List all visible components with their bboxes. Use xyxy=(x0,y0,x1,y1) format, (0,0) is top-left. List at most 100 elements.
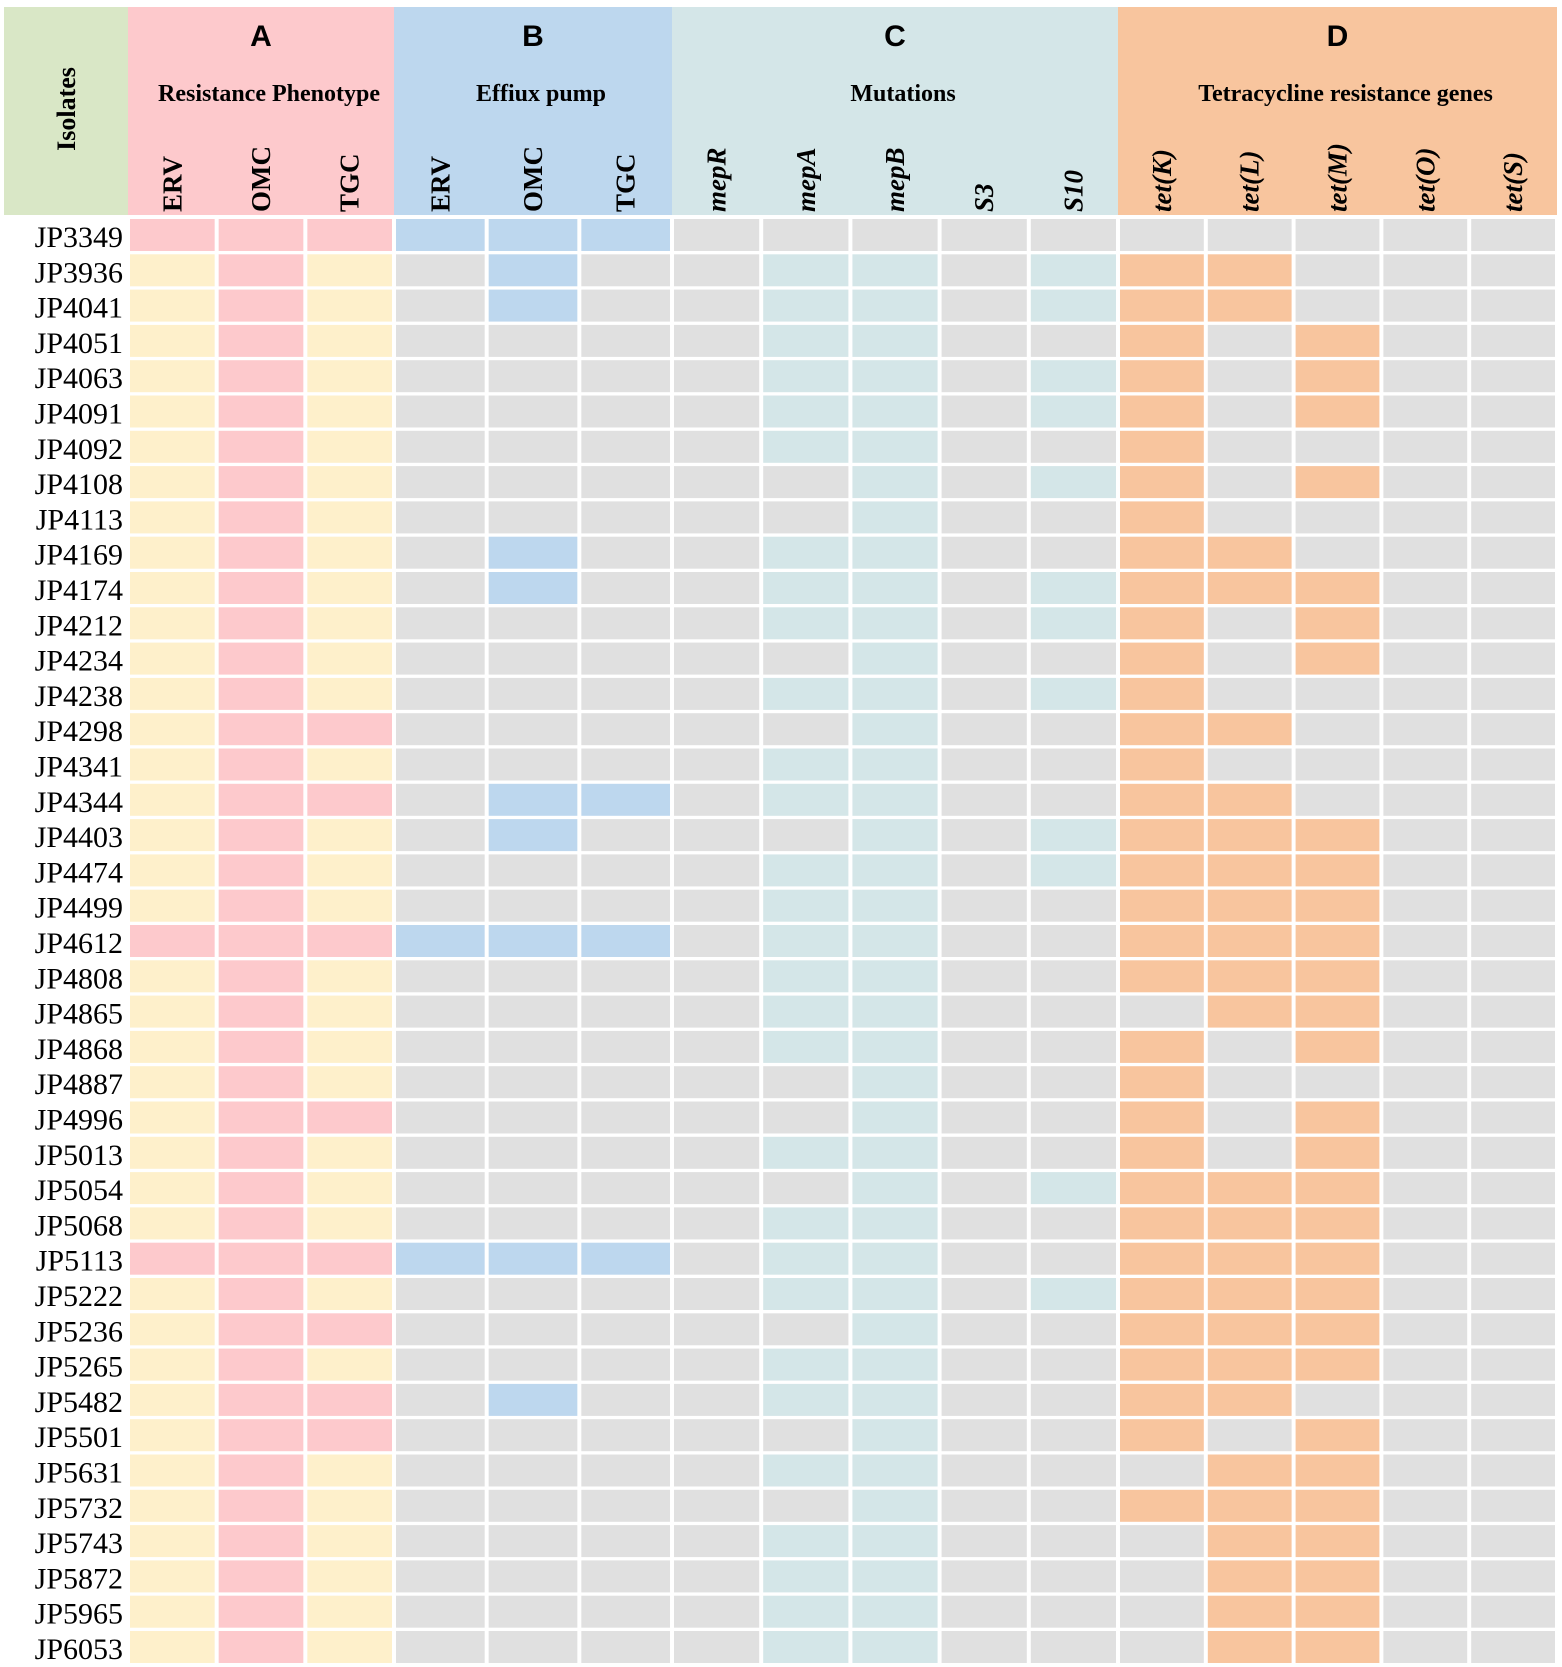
cell-jp3349-a-erv xyxy=(130,219,215,251)
row-label-jp4108: JP4108 xyxy=(35,468,123,501)
cell-jp5222-b-omc xyxy=(488,1278,578,1310)
cell-jp5743-c-mepa xyxy=(763,1525,849,1558)
cell-jp5482-a-tgc xyxy=(307,1383,392,1416)
cell-jp4868-c-mepa xyxy=(763,1030,849,1063)
cell-jp4212-c-s10 xyxy=(1030,607,1116,640)
cell-jp4996-d-tet-l xyxy=(1207,1101,1292,1134)
cell-jp5113-d-tet-l xyxy=(1207,1242,1292,1275)
cell-jp4344-d-tet-o xyxy=(1383,783,1468,816)
cell-jp4868-b-omc xyxy=(488,1030,578,1063)
cell-jp4344-b-erv xyxy=(396,783,485,816)
cell-jp4174-c-mepb xyxy=(852,572,938,604)
cell-jp4041-b-tgc xyxy=(581,289,670,322)
cell-jp4474-c-s3 xyxy=(941,854,1027,887)
cell-jp4113-a-erv xyxy=(130,501,215,534)
cell-jp5113-c-mepr xyxy=(674,1242,760,1275)
cell-jp5743-d-tet-l xyxy=(1207,1525,1292,1558)
cell-jp5732-c-mepr xyxy=(674,1489,760,1522)
cell-jp4808-b-tgc xyxy=(581,960,670,993)
cell-jp4868-c-s3 xyxy=(941,1030,1027,1063)
cell-jp5054-c-mepa xyxy=(763,1172,849,1205)
cell-jp4238-d-tet-l xyxy=(1207,677,1292,710)
cell-jp4041-c-s10 xyxy=(1030,289,1116,322)
cell-jp4091-c-mepa xyxy=(763,395,849,428)
cell-jp5113-d-tet-s xyxy=(1471,1242,1555,1275)
cell-jp5222-c-s10 xyxy=(1030,1278,1116,1310)
cell-jp4212-c-mepa xyxy=(763,607,849,640)
cell-jp5501-c-mepb xyxy=(852,1419,938,1452)
cell-jp5732-d-tet-s xyxy=(1471,1489,1555,1522)
cell-jp5732-a-erv xyxy=(130,1489,215,1522)
cell-jp4108-a-tgc xyxy=(307,466,392,499)
cell-jp4108-b-omc xyxy=(488,466,578,499)
cell-jp4091-c-s3 xyxy=(941,395,1027,428)
group-c-letter: C xyxy=(884,20,906,53)
cell-jp6053-d-tet-o xyxy=(1383,1631,1468,1663)
cell-jp5501-d-tet-k xyxy=(1120,1419,1204,1452)
cell-jp4865-c-s10 xyxy=(1030,995,1116,1028)
cell-jp4403-b-tgc xyxy=(581,819,670,852)
row-label-jp4041: JP4041 xyxy=(35,292,123,325)
cell-jp4996-d-tet-m xyxy=(1295,1101,1380,1134)
cell-jp4169-a-omc xyxy=(218,536,304,569)
cell-jp3349-d-tet-s xyxy=(1471,219,1555,251)
cell-jp5872-b-erv xyxy=(396,1560,485,1593)
cell-jp5068-c-mepb xyxy=(852,1207,938,1240)
cell-jp4113-c-mepb xyxy=(852,501,938,534)
cell-jp5732-c-mepa xyxy=(763,1489,849,1522)
cell-jp4403-d-tet-m xyxy=(1295,819,1380,852)
cell-jp4612-b-erv xyxy=(396,925,485,957)
cell-jp5054-d-tet-k xyxy=(1120,1172,1204,1205)
row-label-jp4612: JP4612 xyxy=(35,927,123,960)
cell-jp3349-d-tet-o xyxy=(1383,219,1468,251)
cell-jp4234-b-tgc xyxy=(581,642,670,675)
cell-jp4887-d-tet-k xyxy=(1120,1066,1204,1099)
cell-jp4063-d-tet-s xyxy=(1471,360,1555,393)
cell-jp4212-b-erv xyxy=(396,607,485,640)
cell-jp5013-c-s3 xyxy=(941,1136,1027,1169)
group-b-letter: B xyxy=(522,20,544,53)
cell-jp3349-b-omc xyxy=(488,219,578,251)
cell-jp4238-c-mepb xyxy=(852,677,938,710)
cell-jp5236-a-omc xyxy=(218,1313,304,1346)
cell-jp5482-c-mepb xyxy=(852,1383,938,1416)
cell-jp4499-c-mepr xyxy=(674,889,760,922)
cell-jp4341-b-tgc xyxy=(581,748,670,781)
column-label-c-s3: S3 xyxy=(969,183,999,212)
cell-jp4808-c-mepb xyxy=(852,960,938,993)
cell-jp5732-d-tet-o xyxy=(1383,1489,1468,1522)
cell-jp4341-d-tet-m xyxy=(1295,748,1380,781)
cell-jp4996-b-tgc xyxy=(581,1101,670,1134)
cell-jp4499-d-tet-s xyxy=(1471,889,1555,922)
cell-jp4108-d-tet-k xyxy=(1120,466,1204,499)
row-label-jp5482: JP5482 xyxy=(35,1386,123,1419)
cell-jp5872-d-tet-s xyxy=(1471,1560,1555,1593)
column-label-a-omc: OMC xyxy=(246,146,276,212)
cell-jp5013-c-mepr xyxy=(674,1136,760,1169)
cell-jp5265-b-omc xyxy=(488,1348,578,1381)
cell-jp5743-b-tgc xyxy=(581,1525,670,1558)
cell-jp4865-b-tgc xyxy=(581,995,670,1028)
cell-jp4051-c-s3 xyxy=(941,324,1027,357)
cell-jp4234-c-s10 xyxy=(1030,642,1116,675)
cell-jp5013-b-omc xyxy=(488,1136,578,1169)
column-label-a-erv: ERV xyxy=(157,155,187,212)
cell-jp4063-d-tet-o xyxy=(1383,360,1468,393)
cell-jp4113-d-tet-m xyxy=(1295,501,1380,534)
cell-jp5222-c-mepb xyxy=(852,1278,938,1310)
row-label-jp4212: JP4212 xyxy=(35,609,123,642)
cell-jp5732-c-s3 xyxy=(941,1489,1027,1522)
cell-jp5872-a-tgc xyxy=(307,1560,392,1593)
cell-jp4298-b-erv xyxy=(396,713,485,746)
cell-jp4344-c-s10 xyxy=(1030,783,1116,816)
cell-jp4865-a-erv xyxy=(130,995,215,1028)
column-label-d-tet-o: tet(O) xyxy=(1410,148,1440,212)
cell-jp5222-d-tet-l xyxy=(1207,1278,1292,1310)
cell-jp5631-b-erv xyxy=(396,1454,485,1487)
cell-jp4169-b-tgc xyxy=(581,536,670,569)
cell-jp5013-c-s10 xyxy=(1030,1136,1116,1169)
cell-jp4344-c-mepb xyxy=(852,783,938,816)
cell-jp5068-d-tet-k xyxy=(1120,1207,1204,1240)
cell-jp4234-c-mepb xyxy=(852,642,938,675)
cell-jp5743-c-s3 xyxy=(941,1525,1027,1558)
